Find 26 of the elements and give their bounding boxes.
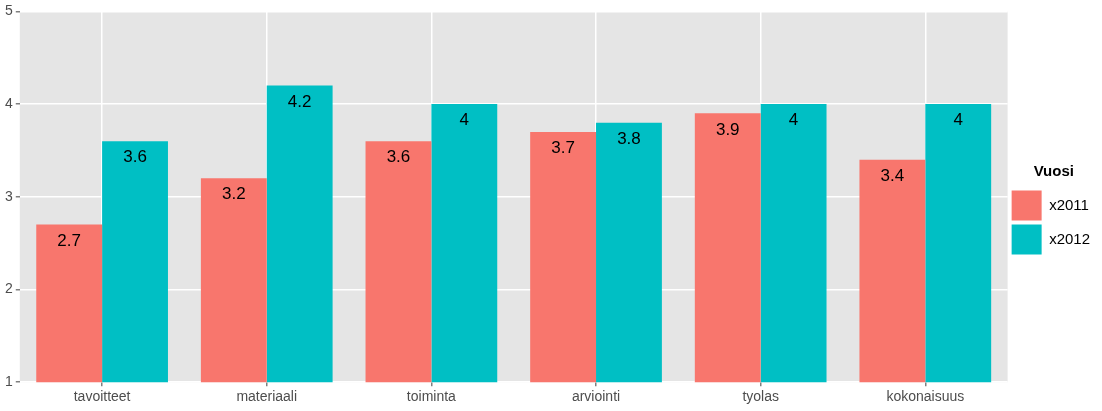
legend-label: x2011	[1049, 195, 1089, 213]
x-tick-label: toiminta	[406, 388, 457, 405]
legend-label: x2012	[1049, 229, 1091, 247]
legend-title: Vuosi	[1033, 162, 1074, 180]
y-tick-label: 4	[4, 94, 13, 111]
data-label: 3.2	[222, 184, 246, 204]
data-label: 3.6	[386, 147, 411, 167]
y-tick-label: 1	[4, 373, 13, 390]
x-tick-label: tyolas	[742, 388, 779, 405]
data-label: 2.7	[57, 230, 81, 250]
data-label: 4	[459, 110, 470, 130]
data-label: 3.9	[715, 119, 740, 139]
data-label: 4	[788, 110, 799, 130]
data-label: 3.6	[123, 147, 147, 167]
y-tick-label: 2	[4, 280, 13, 297]
x-tick-label: arviointi	[571, 388, 621, 405]
x-tick-label: materiaali	[236, 388, 298, 405]
y-tick-label: 5	[4, 2, 13, 19]
data-label: 4.2	[287, 91, 312, 111]
y-tick-label: 3	[4, 187, 13, 204]
data-label: 4	[953, 110, 963, 130]
x-tick-label: tavoitteet	[73, 388, 131, 405]
data-label: 3.8	[617, 128, 641, 148]
data-label: 3.7	[551, 138, 575, 158]
x-tick-label: kokonaisuus	[886, 388, 965, 405]
data-label: 3.4	[880, 165, 905, 185]
